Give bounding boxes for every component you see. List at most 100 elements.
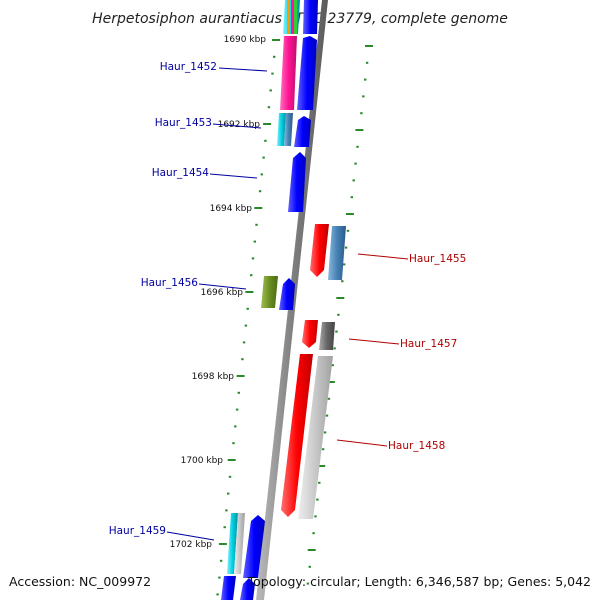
tick-dot	[262, 156, 265, 159]
tick-dot	[346, 229, 350, 232]
gene-haur-1456-blue	[279, 278, 295, 310]
tick-dot	[235, 408, 239, 411]
tick-dot	[307, 549, 316, 551]
tick-dot	[228, 475, 232, 478]
tick-dot	[227, 459, 236, 461]
leader-haur-1455	[357, 253, 409, 260]
gene-top-stripe-2	[291, 0, 294, 34]
label-haur-1454[interactable]: Haur_1454	[152, 167, 210, 179]
tick-dot	[223, 526, 226, 529]
tick-dot	[337, 313, 340, 316]
label-haur-1459[interactable]: Haur_1459	[109, 525, 166, 537]
leader-haur-1456	[198, 283, 247, 290]
tick-dot	[317, 465, 326, 467]
gene-haur-1458-light	[298, 356, 333, 519]
kbp-tick-label: 1692 kbp	[218, 120, 261, 130]
leader-haur-1452	[218, 67, 268, 72]
tick-dot	[245, 291, 254, 293]
tick-dot	[237, 391, 240, 394]
leader-haur-1457	[348, 338, 400, 345]
tick-dot	[360, 112, 363, 115]
label-haur-1453[interactable]: Haur_1453	[155, 117, 212, 129]
tick-dot	[273, 55, 276, 58]
label-haur-1455[interactable]: Haur_1455	[409, 253, 466, 265]
tick-dot	[362, 95, 365, 98]
tick-dot	[354, 162, 357, 165]
label-haur-1458[interactable]: Haur_1458	[388, 440, 445, 452]
gene-haur-1457-grey	[319, 322, 335, 350]
tick-dot	[318, 481, 321, 484]
tick-dot	[350, 196, 353, 199]
tick-dot	[272, 39, 280, 41]
tick-dot	[316, 498, 319, 501]
leader-haur-1459	[166, 531, 215, 541]
tick-dot	[258, 190, 262, 193]
gene-bottom-blue-2	[240, 578, 255, 600]
tick-dot	[251, 257, 255, 260]
leader-haur-1458	[336, 439, 388, 447]
tick-dot	[218, 543, 227, 545]
tick-dot	[333, 347, 336, 350]
kbp-ticks: 1690 kbp 1692 kbp 1694 kbp 1696 kbp 1698…	[170, 35, 267, 550]
kbp-tick-label: 1698 kbp	[192, 372, 235, 382]
tick-dot	[244, 324, 248, 327]
tick-dot	[227, 492, 230, 495]
tick-dot	[271, 72, 274, 75]
label-haur-1456[interactable]: Haur_1456	[141, 277, 199, 289]
tick-dot	[331, 364, 334, 367]
tick-dot	[219, 559, 223, 562]
leader-lines	[166, 67, 409, 541]
tick-dot	[341, 280, 344, 283]
kbp-tick-label: 1696 kbp	[201, 288, 244, 298]
gene-haur-1459-grey	[234, 513, 245, 574]
genome-stats-label: Topology: circular; Length: 6,346,587 bp…	[247, 574, 591, 589]
gene-haur-1456-olive	[261, 276, 278, 308]
tick-dot	[314, 515, 317, 518]
accession-label: Accession: NC_009972	[9, 574, 151, 589]
tick-dot	[336, 297, 345, 299]
label-haur-1457[interactable]: Haur_1457	[400, 338, 457, 350]
kbp-tick-label: 1694 kbp	[210, 204, 253, 214]
gene-haur-1458-red	[281, 354, 313, 517]
tick-dot	[232, 442, 235, 445]
tick-dot	[312, 532, 315, 535]
gene-labels: Haur_1452 Haur_1453 Haur_1454 Haur_1456 …	[109, 61, 467, 537]
gene-haur-1459-cyan	[227, 513, 238, 574]
tick-dot	[236, 375, 245, 377]
tick-dot	[327, 397, 331, 400]
gene-haur-1457-red	[302, 320, 318, 348]
tick-dot	[255, 223, 258, 226]
tick-dot	[352, 179, 355, 182]
tick-dot	[263, 123, 272, 125]
tick-dots	[216, 39, 373, 596]
tick-dot	[246, 307, 249, 310]
gene-haur-1455-red	[310, 224, 329, 277]
kbp-tick-label: 1690 kbp	[224, 35, 267, 45]
tick-dot	[254, 207, 263, 209]
tick-dot	[335, 330, 338, 333]
tick-dot	[267, 106, 271, 109]
tick-dot	[242, 341, 246, 344]
gene-top-stripe-1	[287, 0, 290, 34]
label-haur-1452[interactable]: Haur_1452	[160, 61, 217, 73]
tick-dot	[216, 593, 219, 596]
tick-dot	[253, 240, 256, 243]
tick-dot	[343, 263, 346, 266]
tick-dot	[344, 246, 348, 249]
tick-dot	[241, 358, 244, 361]
kbp-tick-label: 1700 kbp	[181, 456, 224, 466]
tick-dot	[323, 431, 327, 434]
leader-haur-1453	[212, 123, 262, 129]
gene-haur-1453-grey	[284, 113, 293, 146]
tick-dot	[345, 213, 354, 215]
tick-dot	[355, 129, 364, 131]
tick-dot	[264, 139, 267, 142]
gene-top-stripe-3	[294, 0, 297, 34]
tick-dot	[308, 565, 311, 568]
tick-dot	[306, 582, 310, 585]
gene-haur-1452-pink	[280, 36, 297, 110]
gene-top-blue	[303, 0, 318, 34]
tick-dot	[218, 576, 221, 579]
leader-haur-1454	[209, 173, 258, 179]
